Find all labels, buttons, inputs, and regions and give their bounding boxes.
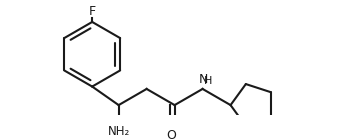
Text: O: O (167, 129, 177, 140)
Text: F: F (88, 5, 96, 18)
Text: N: N (199, 73, 208, 86)
Text: NH₂: NH₂ (107, 125, 130, 138)
Text: H: H (204, 76, 212, 86)
